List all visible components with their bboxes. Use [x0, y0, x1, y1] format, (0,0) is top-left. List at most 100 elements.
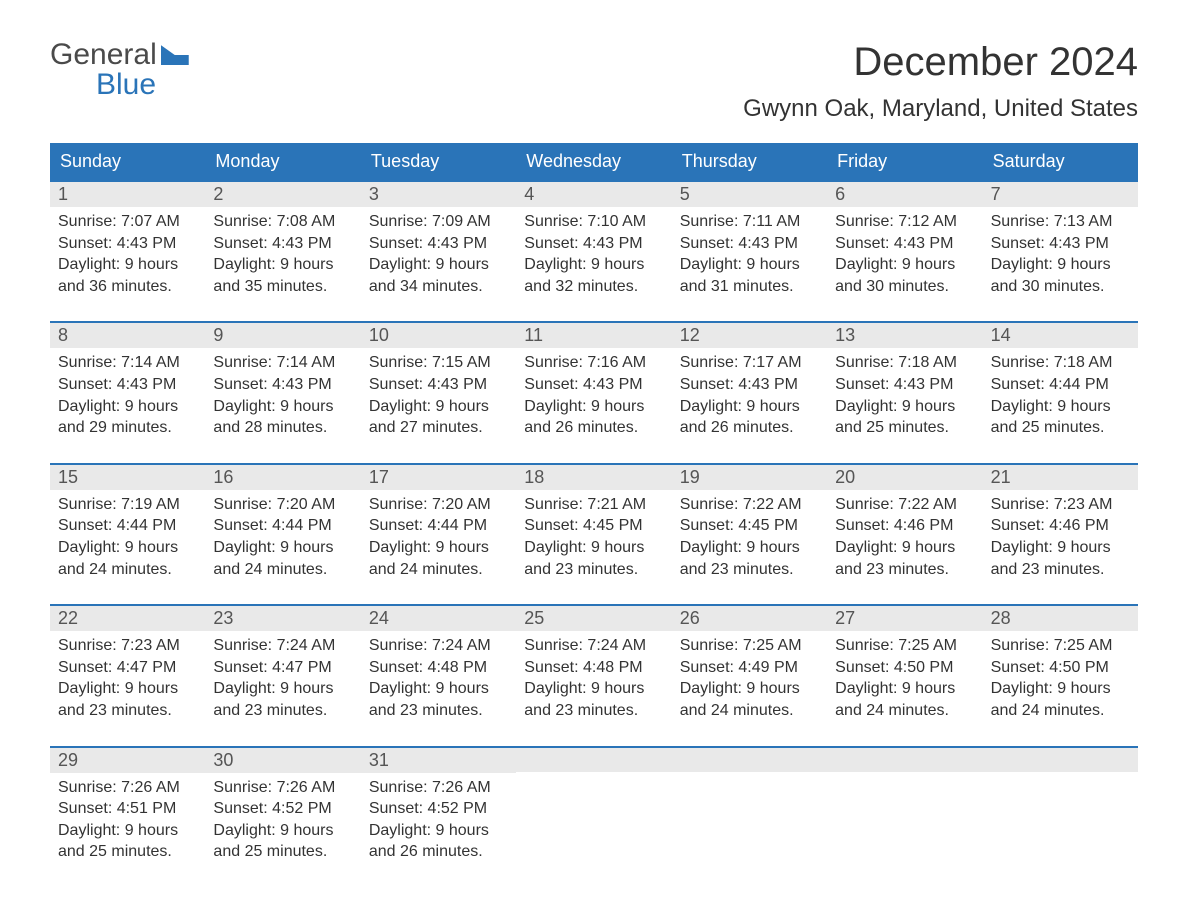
week-row: 22Sunrise: 7:23 AMSunset: 4:47 PMDayligh…	[50, 604, 1138, 727]
detail-d2: and 35 minutes.	[213, 276, 352, 298]
day-number: 8	[50, 323, 205, 348]
day-cell: 22Sunrise: 7:23 AMSunset: 4:47 PMDayligh…	[50, 606, 205, 727]
detail-d2: and 26 minutes.	[680, 417, 819, 439]
day-cell: 4Sunrise: 7:10 AMSunset: 4:43 PMDaylight…	[516, 182, 671, 303]
day-cell: 13Sunrise: 7:18 AMSunset: 4:43 PMDayligh…	[827, 323, 982, 444]
day-number	[672, 748, 827, 772]
detail-d2: and 23 minutes.	[524, 700, 663, 722]
day-cell: 10Sunrise: 7:15 AMSunset: 4:43 PMDayligh…	[361, 323, 516, 444]
day-header-thu: Thursday	[672, 143, 827, 180]
detail-d1: Daylight: 9 hours	[58, 537, 197, 559]
detail-d2: and 23 minutes.	[58, 700, 197, 722]
day-cell	[983, 748, 1138, 869]
day-cell: 21Sunrise: 7:23 AMSunset: 4:46 PMDayligh…	[983, 465, 1138, 586]
detail-d2: and 23 minutes.	[991, 559, 1130, 581]
day-cell: 2Sunrise: 7:08 AMSunset: 4:43 PMDaylight…	[205, 182, 360, 303]
detail-d1: Daylight: 9 hours	[369, 678, 508, 700]
detail-sunrise: Sunrise: 7:24 AM	[369, 635, 508, 657]
day-cell: 20Sunrise: 7:22 AMSunset: 4:46 PMDayligh…	[827, 465, 982, 586]
day-details: Sunrise: 7:18 AMSunset: 4:43 PMDaylight:…	[827, 348, 982, 438]
detail-d2: and 31 minutes.	[680, 276, 819, 298]
detail-d2: and 24 minutes.	[58, 559, 197, 581]
detail-sunrise: Sunrise: 7:10 AM	[524, 211, 663, 233]
detail-sunset: Sunset: 4:43 PM	[213, 233, 352, 255]
detail-d1: Daylight: 9 hours	[369, 254, 508, 276]
detail-d2: and 25 minutes.	[58, 841, 197, 863]
detail-d1: Daylight: 9 hours	[369, 537, 508, 559]
detail-sunset: Sunset: 4:43 PM	[524, 233, 663, 255]
day-number: 16	[205, 465, 360, 490]
day-cell: 11Sunrise: 7:16 AMSunset: 4:43 PMDayligh…	[516, 323, 671, 444]
day-details: Sunrise: 7:15 AMSunset: 4:43 PMDaylight:…	[361, 348, 516, 438]
logo-text-2: Blue	[50, 70, 189, 100]
day-cell: 12Sunrise: 7:17 AMSunset: 4:43 PMDayligh…	[672, 323, 827, 444]
day-number: 24	[361, 606, 516, 631]
detail-sunrise: Sunrise: 7:20 AM	[213, 494, 352, 516]
day-number: 21	[983, 465, 1138, 490]
day-details: Sunrise: 7:25 AMSunset: 4:50 PMDaylight:…	[983, 631, 1138, 721]
detail-sunset: Sunset: 4:47 PM	[213, 657, 352, 679]
detail-sunrise: Sunrise: 7:26 AM	[369, 777, 508, 799]
detail-sunrise: Sunrise: 7:09 AM	[369, 211, 508, 233]
day-header-sat: Saturday	[983, 143, 1138, 180]
day-number: 28	[983, 606, 1138, 631]
detail-sunset: Sunset: 4:45 PM	[524, 515, 663, 537]
detail-sunset: Sunset: 4:45 PM	[680, 515, 819, 537]
day-details: Sunrise: 7:25 AMSunset: 4:50 PMDaylight:…	[827, 631, 982, 721]
detail-sunrise: Sunrise: 7:14 AM	[213, 352, 352, 374]
logo-flag-icon	[161, 45, 189, 65]
day-number: 19	[672, 465, 827, 490]
detail-d2: and 23 minutes.	[835, 559, 974, 581]
detail-d2: and 30 minutes.	[991, 276, 1130, 298]
detail-d2: and 24 minutes.	[213, 559, 352, 581]
detail-sunset: Sunset: 4:43 PM	[680, 374, 819, 396]
day-header-wed: Wednesday	[516, 143, 671, 180]
detail-sunset: Sunset: 4:47 PM	[58, 657, 197, 679]
detail-d2: and 26 minutes.	[369, 841, 508, 863]
day-details: Sunrise: 7:17 AMSunset: 4:43 PMDaylight:…	[672, 348, 827, 438]
detail-d1: Daylight: 9 hours	[991, 254, 1130, 276]
detail-d2: and 24 minutes.	[991, 700, 1130, 722]
day-details: Sunrise: 7:24 AMSunset: 4:48 PMDaylight:…	[516, 631, 671, 721]
day-number: 18	[516, 465, 671, 490]
day-cell: 28Sunrise: 7:25 AMSunset: 4:50 PMDayligh…	[983, 606, 1138, 727]
day-cell: 25Sunrise: 7:24 AMSunset: 4:48 PMDayligh…	[516, 606, 671, 727]
day-details: Sunrise: 7:22 AMSunset: 4:45 PMDaylight:…	[672, 490, 827, 580]
day-number: 3	[361, 182, 516, 207]
detail-sunset: Sunset: 4:44 PM	[369, 515, 508, 537]
day-cell: 29Sunrise: 7:26 AMSunset: 4:51 PMDayligh…	[50, 748, 205, 869]
detail-d1: Daylight: 9 hours	[213, 396, 352, 418]
detail-sunrise: Sunrise: 7:24 AM	[213, 635, 352, 657]
day-cell: 19Sunrise: 7:22 AMSunset: 4:45 PMDayligh…	[672, 465, 827, 586]
detail-sunrise: Sunrise: 7:23 AM	[58, 635, 197, 657]
day-number: 5	[672, 182, 827, 207]
detail-d2: and 23 minutes.	[369, 700, 508, 722]
day-details: Sunrise: 7:23 AMSunset: 4:47 PMDaylight:…	[50, 631, 205, 721]
detail-d1: Daylight: 9 hours	[835, 396, 974, 418]
day-details: Sunrise: 7:12 AMSunset: 4:43 PMDaylight:…	[827, 207, 982, 297]
detail-sunrise: Sunrise: 7:24 AM	[524, 635, 663, 657]
day-details: Sunrise: 7:22 AMSunset: 4:46 PMDaylight:…	[827, 490, 982, 580]
detail-sunrise: Sunrise: 7:11 AM	[680, 211, 819, 233]
day-cell: 31Sunrise: 7:26 AMSunset: 4:52 PMDayligh…	[361, 748, 516, 869]
detail-sunset: Sunset: 4:43 PM	[524, 374, 663, 396]
detail-sunrise: Sunrise: 7:20 AM	[369, 494, 508, 516]
day-cell: 6Sunrise: 7:12 AMSunset: 4:43 PMDaylight…	[827, 182, 982, 303]
day-details: Sunrise: 7:23 AMSunset: 4:46 PMDaylight:…	[983, 490, 1138, 580]
detail-d1: Daylight: 9 hours	[991, 537, 1130, 559]
detail-d2: and 34 minutes.	[369, 276, 508, 298]
detail-d2: and 36 minutes.	[58, 276, 197, 298]
detail-sunset: Sunset: 4:48 PM	[524, 657, 663, 679]
day-number: 10	[361, 323, 516, 348]
day-details: Sunrise: 7:16 AMSunset: 4:43 PMDaylight:…	[516, 348, 671, 438]
day-cell: 14Sunrise: 7:18 AMSunset: 4:44 PMDayligh…	[983, 323, 1138, 444]
day-details: Sunrise: 7:25 AMSunset: 4:49 PMDaylight:…	[672, 631, 827, 721]
day-cell: 26Sunrise: 7:25 AMSunset: 4:49 PMDayligh…	[672, 606, 827, 727]
detail-sunset: Sunset: 4:44 PM	[213, 515, 352, 537]
detail-d2: and 25 minutes.	[835, 417, 974, 439]
detail-d2: and 25 minutes.	[213, 841, 352, 863]
week-row: 8 Sunrise: 7:14 AM Sunset: 4:43 PM Daylight…	[50, 321, 1138, 444]
detail-d1: Daylight: 9 hours	[524, 678, 663, 700]
day-details: Sunrise: 7:07 AMSunset: 4:43 PMDaylight:…	[50, 207, 205, 297]
day-number: 13	[827, 323, 982, 348]
